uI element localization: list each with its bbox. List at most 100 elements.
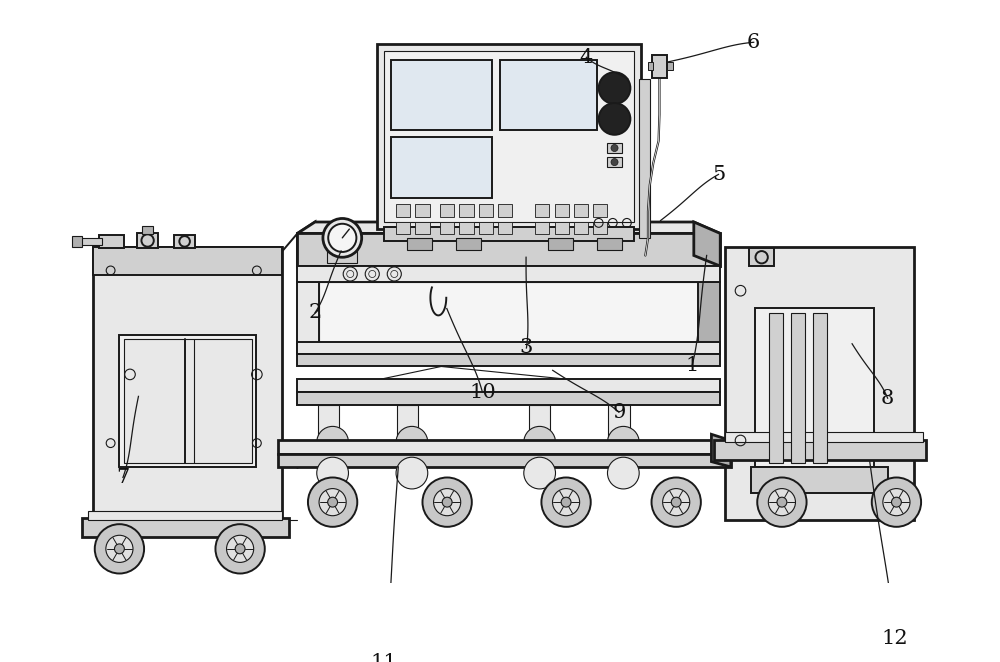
- Circle shape: [561, 497, 571, 507]
- Circle shape: [541, 477, 591, 527]
- Text: 9: 9: [612, 402, 626, 422]
- Circle shape: [768, 489, 795, 516]
- Circle shape: [328, 497, 338, 507]
- Bar: [319, 282, 698, 342]
- Bar: [407, 238, 432, 250]
- Polygon shape: [297, 392, 720, 405]
- Bar: [396, 222, 410, 234]
- Bar: [714, 440, 926, 460]
- Circle shape: [757, 477, 807, 527]
- Circle shape: [524, 457, 556, 489]
- Text: 1: 1: [685, 356, 699, 375]
- Circle shape: [317, 426, 348, 458]
- Bar: [813, 312, 827, 463]
- Bar: [593, 205, 607, 216]
- Text: 4: 4: [580, 48, 593, 67]
- Bar: [607, 143, 622, 154]
- Circle shape: [227, 536, 254, 563]
- Bar: [327, 247, 357, 263]
- Bar: [174, 235, 195, 248]
- Circle shape: [671, 497, 681, 507]
- Circle shape: [652, 477, 701, 527]
- Bar: [377, 44, 641, 229]
- Bar: [698, 282, 720, 352]
- Circle shape: [319, 489, 346, 516]
- Text: 6: 6: [747, 33, 760, 52]
- Circle shape: [114, 544, 124, 554]
- Circle shape: [323, 218, 362, 258]
- Bar: [498, 205, 512, 216]
- Bar: [391, 60, 492, 130]
- Circle shape: [215, 524, 265, 573]
- Bar: [751, 467, 888, 493]
- Circle shape: [892, 497, 901, 507]
- Circle shape: [434, 489, 461, 516]
- Bar: [574, 205, 588, 216]
- Bar: [548, 238, 573, 250]
- Circle shape: [777, 497, 787, 507]
- Bar: [384, 227, 634, 242]
- Text: 8: 8: [881, 389, 894, 408]
- Bar: [725, 432, 923, 442]
- Circle shape: [553, 489, 580, 516]
- Polygon shape: [297, 266, 720, 282]
- Bar: [535, 222, 549, 234]
- Circle shape: [396, 457, 428, 489]
- Bar: [593, 222, 607, 234]
- Bar: [79, 238, 102, 245]
- Polygon shape: [278, 453, 731, 467]
- Circle shape: [599, 72, 630, 104]
- Bar: [137, 232, 158, 248]
- Bar: [384, 51, 634, 222]
- Circle shape: [883, 489, 910, 516]
- Bar: [498, 222, 512, 234]
- Bar: [319, 442, 347, 473]
- Text: 5: 5: [712, 165, 725, 184]
- Bar: [456, 238, 481, 250]
- Bar: [574, 222, 588, 234]
- Bar: [749, 248, 774, 266]
- Bar: [500, 60, 597, 130]
- Circle shape: [611, 159, 618, 166]
- Text: 3: 3: [520, 338, 533, 357]
- Bar: [391, 136, 492, 198]
- Bar: [755, 308, 874, 467]
- Circle shape: [607, 457, 639, 489]
- Circle shape: [235, 544, 245, 554]
- Text: 7: 7: [116, 468, 130, 487]
- Circle shape: [442, 497, 452, 507]
- Bar: [725, 247, 914, 520]
- Polygon shape: [297, 234, 720, 266]
- Bar: [479, 205, 493, 216]
- Bar: [398, 442, 426, 473]
- Bar: [667, 62, 673, 70]
- Circle shape: [524, 426, 556, 458]
- Polygon shape: [297, 222, 315, 266]
- Bar: [440, 205, 454, 216]
- Bar: [88, 511, 282, 520]
- Text: 12: 12: [881, 629, 908, 648]
- Bar: [459, 222, 474, 234]
- Bar: [142, 226, 153, 234]
- Circle shape: [663, 489, 690, 516]
- Circle shape: [599, 103, 630, 135]
- Bar: [609, 442, 637, 473]
- Circle shape: [396, 426, 428, 458]
- Circle shape: [872, 477, 921, 527]
- Polygon shape: [297, 342, 720, 354]
- Bar: [535, 205, 549, 216]
- Bar: [607, 157, 622, 167]
- Bar: [639, 79, 650, 238]
- Polygon shape: [297, 379, 720, 392]
- Polygon shape: [694, 222, 720, 266]
- Bar: [597, 238, 622, 250]
- Bar: [124, 339, 252, 463]
- Circle shape: [607, 426, 639, 458]
- Bar: [82, 518, 289, 538]
- Text: 10: 10: [469, 383, 496, 402]
- Circle shape: [106, 536, 133, 563]
- Bar: [415, 205, 430, 216]
- Text: 2: 2: [308, 303, 322, 322]
- Circle shape: [328, 224, 356, 252]
- Circle shape: [422, 477, 472, 527]
